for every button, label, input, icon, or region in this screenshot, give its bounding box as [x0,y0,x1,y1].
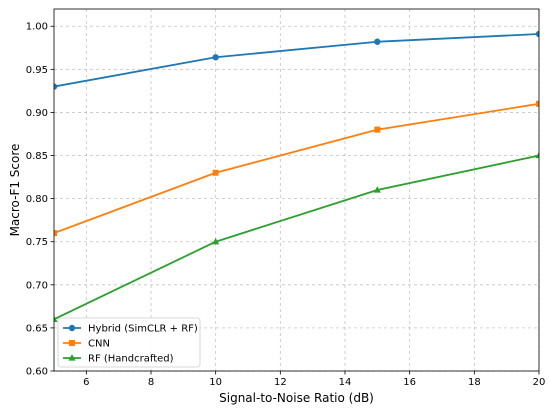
data-point [536,100,539,107]
y-tick-label: 0.75 [26,237,48,248]
x-tick-label: 12 [274,377,287,388]
y-axis-ticks: 0.60 0.65 0.70 0.75 0.80 0.85 0.90 0.95 1.00 [26,22,54,378]
x-tick-label: 8 [148,377,154,388]
x-tick-label: 20 [533,377,546,388]
legend-box [57,317,201,368]
series-line [54,33,539,88]
grid [54,9,540,372]
data-point [212,54,219,61]
series-line [54,154,539,321]
y-tick-label: 1.00 [26,22,48,33]
legend: Hybrid (SimCLR + RF) CNN RF (Handcrafted) [57,317,201,368]
legend-item: RF (Handcrafted) [63,354,174,365]
legend-item: Hybrid (SimCLR + RF) [63,324,198,335]
x-axis-title: Signal-to-Noise Ratio (dB) [219,391,374,405]
y-tick-label: 0.95 [26,65,48,76]
y-axis-title: Macro-F1 Score [8,144,22,237]
y-tick-label: 0.90 [26,108,48,119]
data-point [54,230,57,237]
x-tick-label: 16 [403,377,416,388]
data-point [535,30,539,38]
x-tick-label: 18 [468,377,481,388]
legend-marker [69,340,75,346]
x-tick-label: 6 [83,377,89,388]
y-tick-label: 0.85 [26,151,48,162]
x-tick-label: 10 [209,377,222,388]
series-1 [54,30,539,90]
x-tick-label: 14 [339,377,352,388]
y-tick-label: 0.60 [26,367,48,378]
legend-item: CNN [63,339,110,350]
x-axis-ticks: 6 8 10 12 14 16 18 20 [83,371,545,388]
data-point [373,186,381,193]
data-point [535,151,539,159]
legend-label: CNN [88,339,110,350]
data-point [374,126,381,133]
plot-frame [53,8,540,372]
legend-label: Hybrid (SimCLR + RF) [88,324,198,335]
data-point [374,38,381,45]
y-tick-label: 0.65 [26,323,48,334]
series-layer [54,30,539,322]
legend-marker [68,354,76,361]
data-point [212,237,220,245]
data-point [54,315,58,322]
legend-label: RF (Handcrafted) [88,354,174,365]
y-tick-label: 0.70 [26,280,48,291]
series-2 [54,100,539,237]
data-point [212,169,219,176]
series-line [54,102,539,234]
legend-marker [68,324,76,332]
data-point [54,83,58,90]
y-tick-label: 0.80 [26,194,48,205]
series-3 [54,151,539,322]
